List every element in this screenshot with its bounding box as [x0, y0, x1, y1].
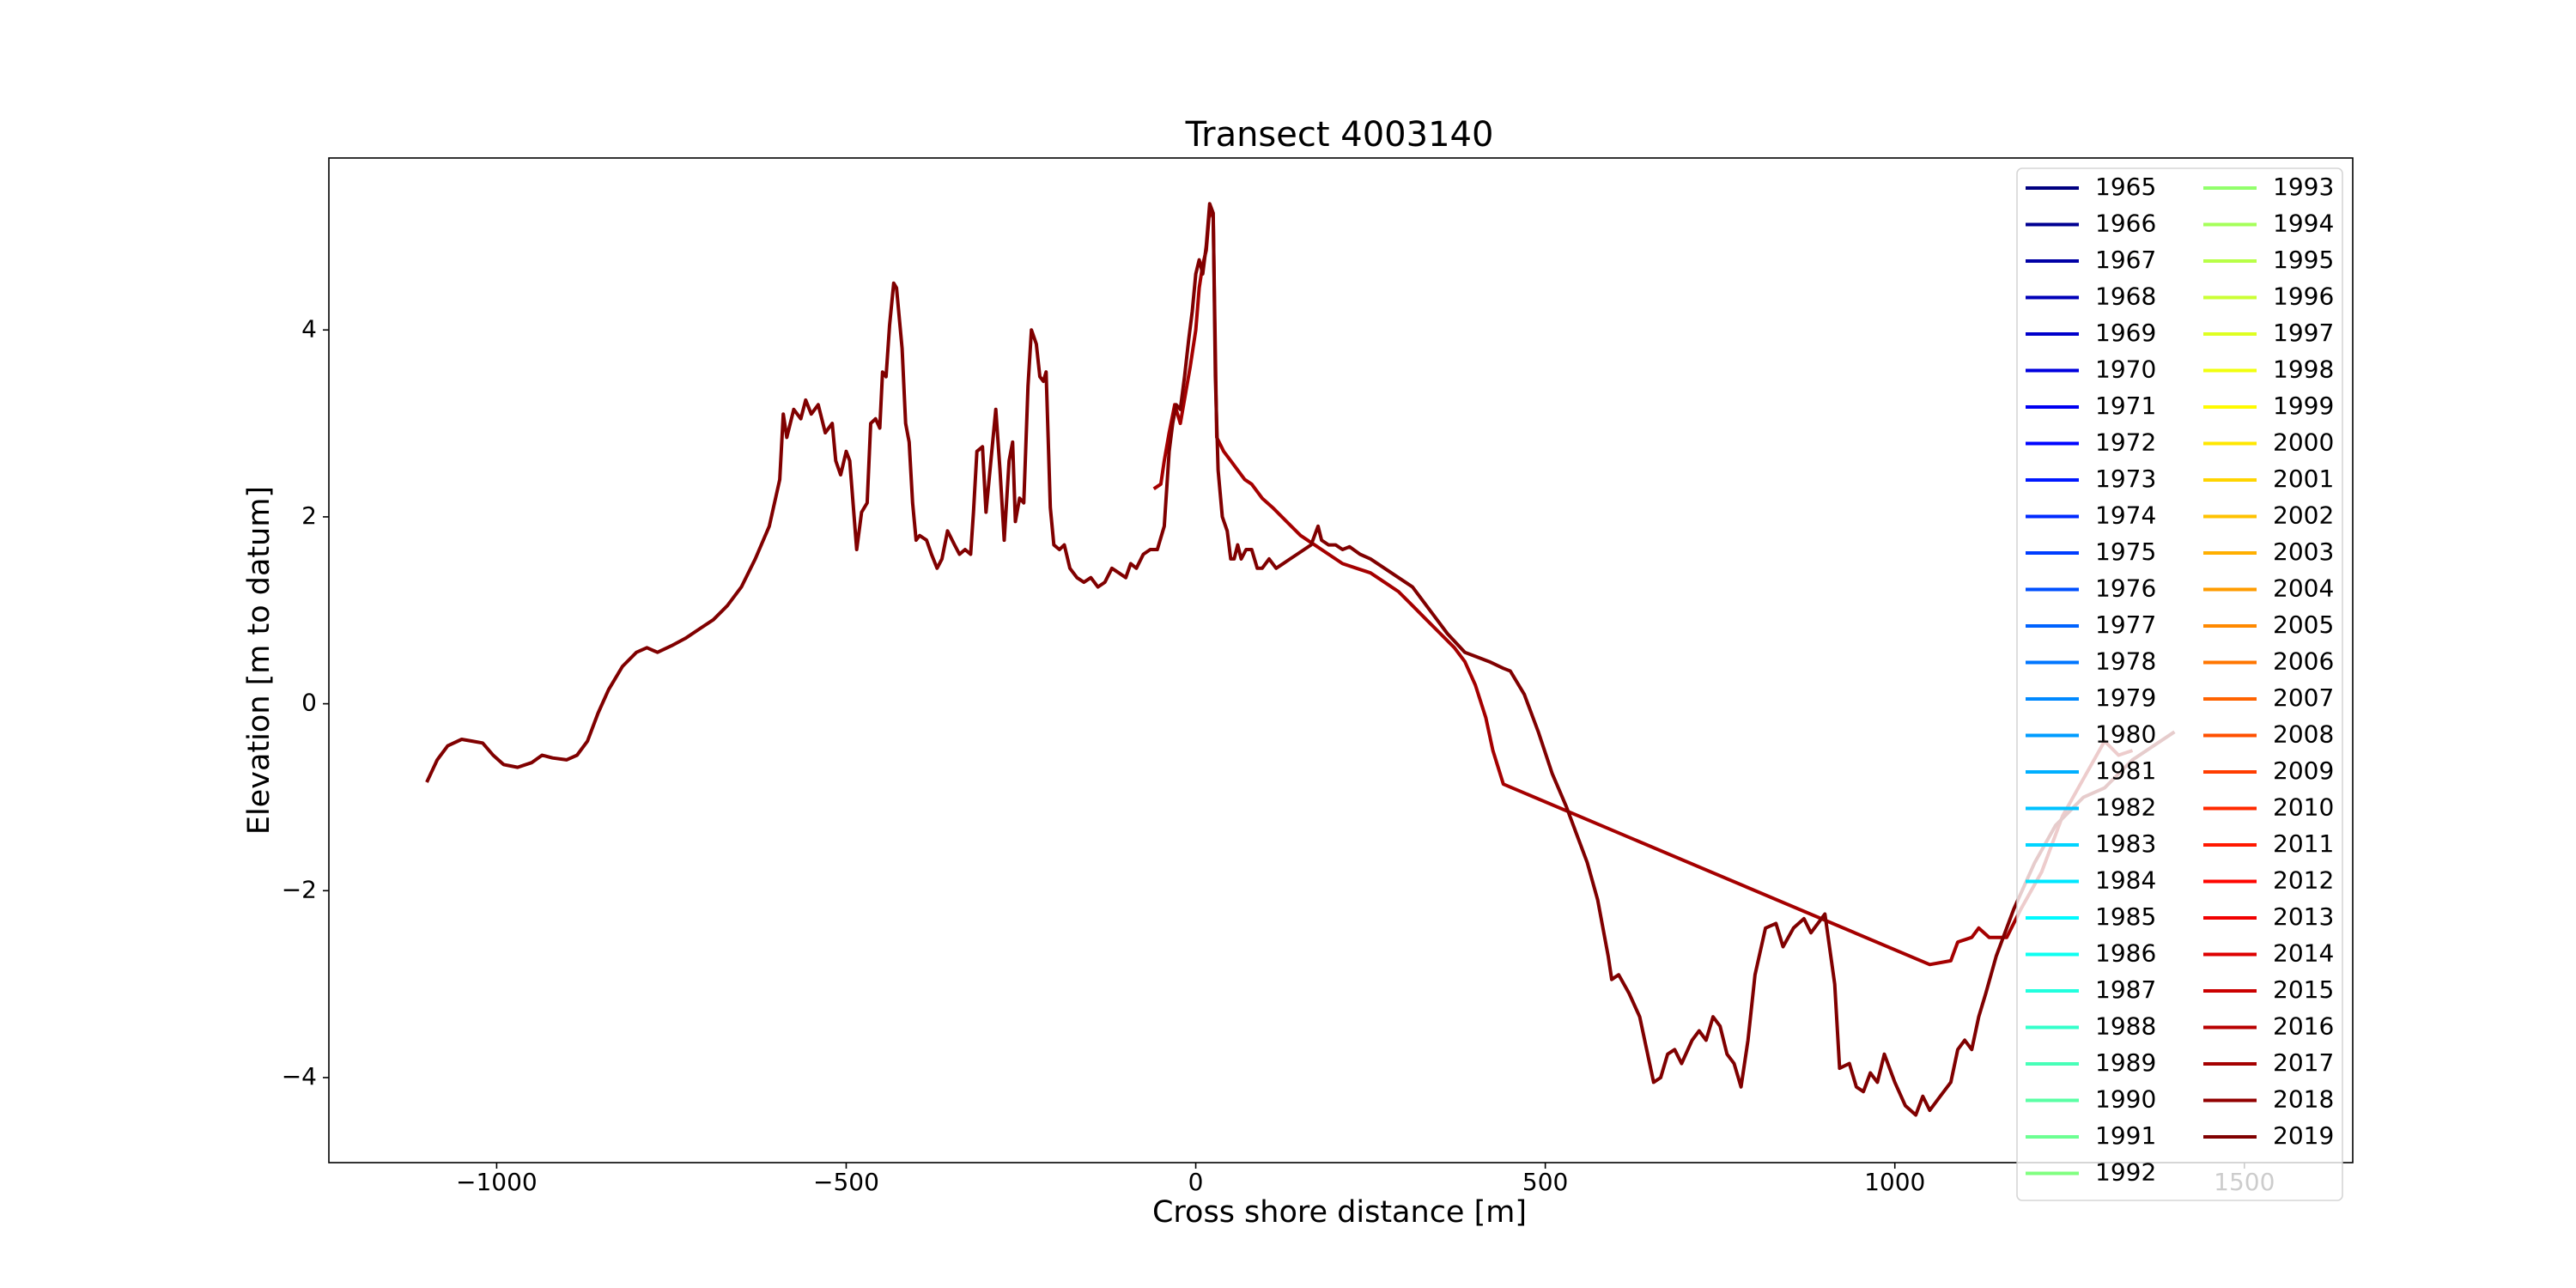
x-tick-label: −500 [813, 1168, 879, 1196]
x-tick-label: 0 [1188, 1168, 1204, 1196]
legend-label: 2003 [2273, 538, 2334, 566]
legend-label: 1994 [2273, 210, 2334, 238]
y-tick-label: 4 [301, 314, 317, 343]
legend-label: 2010 [2273, 793, 2334, 822]
legend-label: 1967 [2095, 246, 2156, 274]
legend-box [2016, 167, 2343, 1201]
plot-frame [328, 157, 2354, 1163]
legend-label: 1998 [2273, 355, 2334, 384]
legend-label: 1995 [2273, 246, 2334, 274]
legend-label: 1973 [2095, 465, 2156, 493]
legend-label: 1984 [2095, 866, 2156, 895]
legend-label: 1976 [2095, 574, 2156, 603]
legend-label: 1971 [2095, 392, 2156, 420]
legend-label: 2018 [2273, 1085, 2334, 1114]
y-tick-label: −4 [282, 1062, 317, 1091]
legend-label: 2005 [2273, 611, 2334, 639]
legend-label: 1982 [2095, 793, 2156, 822]
chart-title: Transect 4003140 [1185, 115, 1494, 155]
legend-label: 2009 [2273, 756, 2334, 785]
y-tick-label: 0 [301, 689, 317, 717]
y-tick-label: 2 [301, 501, 317, 530]
legend-label: 2006 [2273, 647, 2334, 676]
legend-label: 1966 [2095, 210, 2156, 238]
legend-label: 1983 [2095, 829, 2156, 858]
legend-label: 1972 [2095, 428, 2156, 457]
legend-label: 2001 [2273, 465, 2334, 493]
x-tick-label: −1000 [456, 1168, 538, 1196]
x-tick-label: 1000 [1864, 1168, 1925, 1196]
legend-label: 1968 [2095, 283, 2156, 311]
legend-label: 1977 [2095, 611, 2156, 639]
legend-label: 1996 [2273, 283, 2334, 311]
legend-label: 2019 [2273, 1121, 2334, 1150]
legend-label: 1974 [2095, 501, 2156, 530]
legend-label: 1969 [2095, 319, 2156, 347]
x-axis-label: Cross shore distance [m] [1152, 1195, 1527, 1230]
legend-label: 1970 [2095, 355, 2156, 384]
legend-label: 1990 [2095, 1085, 2156, 1114]
legend-label: 1989 [2095, 1048, 2156, 1077]
legend-label: 2014 [2273, 939, 2334, 968]
legend-label: 1978 [2095, 647, 2156, 676]
legend-label: 2017 [2273, 1048, 2334, 1077]
legend-label: 1986 [2095, 939, 2156, 968]
legend-label: 1993 [2273, 173, 2334, 201]
legend-label: 1975 [2095, 538, 2156, 566]
legend-label: 2004 [2273, 574, 2334, 603]
legend-label: 2000 [2273, 428, 2334, 457]
series-line [1152, 206, 2134, 967]
legend-label: 2013 [2273, 902, 2334, 931]
legend-label: 1987 [2095, 975, 2156, 1004]
series-line [425, 202, 2176, 1117]
legend-label: 2016 [2273, 1012, 2334, 1041]
legend-label: 1999 [2273, 392, 2334, 420]
legend-label: 2007 [2273, 683, 2334, 712]
y-axis-label: Elevation [m to datum] [242, 486, 276, 835]
legend-label: 1997 [2273, 319, 2334, 347]
x-tick-label: 500 [1522, 1168, 1568, 1196]
legend-label: 1981 [2095, 756, 2156, 785]
legend-label: 1979 [2095, 683, 2156, 712]
legend-label: 1980 [2095, 720, 2156, 749]
legend-label: 1992 [2095, 1158, 2156, 1187]
legend-label: 2011 [2273, 829, 2334, 858]
legend-label: 1988 [2095, 1012, 2156, 1041]
legend-label: 2002 [2273, 501, 2334, 530]
legend-label: 2008 [2273, 720, 2334, 749]
legend-label: 1985 [2095, 902, 2156, 931]
legend-label: 2012 [2273, 866, 2334, 895]
legend-label: 1991 [2095, 1121, 2156, 1150]
y-tick-label: −2 [282, 875, 317, 903]
legend-label: 1965 [2095, 173, 2156, 201]
legend-label: 2015 [2273, 975, 2334, 1004]
